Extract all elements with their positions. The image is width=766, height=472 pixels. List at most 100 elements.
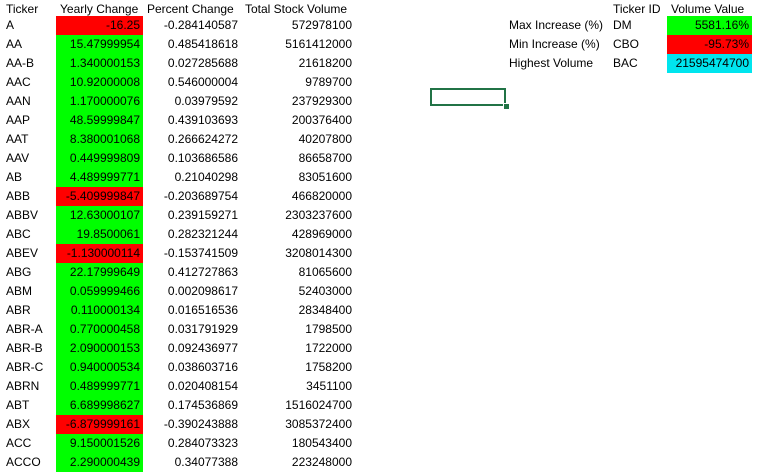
cell-ticker[interactable]: ABB [6,189,31,203]
cell-total-volume[interactable]: 428969000 [291,227,352,241]
cell-total-volume[interactable]: 1516024700 [285,398,352,412]
summary-label-min-increase[interactable]: Min Increase (%) [509,37,600,51]
cell-percent-change[interactable]: 0.284073323 [167,436,238,450]
cell-yearly-change[interactable]: 12.63000107 [56,206,143,225]
cell-yearly-change[interactable]: 0.059999466 [56,282,143,301]
cell-percent-change[interactable]: -0.153741509 [163,246,238,260]
header-total-stock-volume[interactable]: Total Stock Volume [245,2,348,16]
cell-percent-change[interactable]: 0.174536869 [167,398,238,412]
cell-total-volume[interactable]: 466820000 [291,189,352,203]
cell-total-volume[interactable]: 3451100 [306,379,352,393]
header-percent-change[interactable]: Percent Change [147,2,234,16]
cell-total-volume[interactable]: 3208014300 [285,246,352,260]
cell-total-volume[interactable]: 9789700 [305,75,352,89]
cell-percent-change[interactable]: 0.027285688 [167,56,238,70]
cell-total-volume[interactable]: 28348400 [298,303,352,317]
cell-percent-change[interactable]: 0.016516536 [167,303,238,317]
fill-handle[interactable] [503,103,510,110]
cell-yearly-change[interactable]: 4.489999771 [56,168,143,187]
cell-yearly-change[interactable]: 2.290000439 [56,453,143,472]
cell-percent-change[interactable]: -0.203689754 [163,189,238,203]
header-ticker[interactable]: Ticker [6,2,39,16]
summary-ticker-highest-volume[interactable]: BAC [613,56,638,70]
summary-value-max-increase[interactable]: 5581.16% [667,16,752,35]
cell-percent-change[interactable]: -0.284140587 [163,18,238,32]
cell-yearly-change[interactable]: 19.8500061 [56,225,143,244]
cell-ticker[interactable]: A [6,18,15,32]
cell-percent-change[interactable]: 0.103686586 [167,151,238,165]
cell-percent-change[interactable]: 0.485418618 [167,37,238,51]
cell-percent-change[interactable]: 0.03979592 [174,94,238,108]
cell-yearly-change[interactable]: 22.17999649 [56,263,143,282]
cell-total-volume[interactable]: 237929300 [291,94,352,108]
cell-yearly-change[interactable]: 9.150001526 [56,434,143,453]
cell-ticker[interactable]: AA [6,37,23,51]
cell-total-volume[interactable]: 40207800 [298,132,352,146]
cell-total-volume[interactable]: 1758200 [305,360,352,374]
cell-yearly-change[interactable]: -16.25 [56,16,143,35]
cell-ticker[interactable]: ABC [6,227,31,241]
header-volume-value[interactable]: Volume Value [671,2,745,16]
summary-label-highest-volume[interactable]: Highest Volume [509,56,594,70]
cell-yearly-change[interactable]: 0.449999809 [56,149,143,168]
cell-yearly-change[interactable]: 0.110000134 [56,301,143,320]
cell-yearly-change[interactable]: 8.380001068 [56,130,143,149]
cell-total-volume[interactable]: 21618200 [298,56,352,70]
cell-yearly-change[interactable]: -5.409999847 [56,187,143,206]
cell-yearly-change[interactable]: 0.770000458 [56,320,143,339]
cell-ticker[interactable]: ABG [6,265,32,279]
cell-yearly-change[interactable]: 48.59999847 [56,111,143,130]
cell-ticker[interactable]: ABEV [6,246,39,260]
cell-ticker[interactable]: ACC [6,436,32,450]
cell-ticker[interactable]: ABR-C [6,360,44,374]
cell-total-volume[interactable]: 1798500 [305,322,352,336]
cell-yearly-change[interactable]: 1.170000076 [56,92,143,111]
cell-yearly-change[interactable]: -1.130000114 [56,244,143,263]
cell-percent-change[interactable]: 0.020408154 [167,379,238,393]
cell-ticker[interactable]: ABR-B [6,341,43,355]
cell-yearly-change[interactable]: -6.879999161 [56,415,143,434]
cell-ticker[interactable]: ABRN [6,379,40,393]
cell-ticker[interactable]: ABR-A [6,322,43,336]
cell-percent-change[interactable]: 0.002098617 [167,284,238,298]
cell-yearly-change[interactable]: 0.489999771 [56,377,143,396]
cell-percent-change[interactable]: 0.282321244 [167,227,238,241]
summary-ticker-max-increase[interactable]: DM [613,18,632,32]
cell-total-volume[interactable]: 2303237600 [285,208,352,222]
cell-percent-change[interactable]: 0.239159271 [167,208,238,222]
cell-yearly-change[interactable]: 6.689998627 [56,396,143,415]
cell-ticker[interactable]: AA-B [6,56,35,70]
header-ticker-id[interactable]: Ticker ID [613,2,661,16]
cell-total-volume[interactable]: 1722000 [305,341,352,355]
cell-yearly-change[interactable]: 1.340000153 [56,54,143,73]
cell-total-volume[interactable]: 200376400 [291,113,352,127]
cell-ticker[interactable]: ABBV [6,208,39,222]
cell-percent-change[interactable]: 0.266624272 [167,132,238,146]
cell-percent-change[interactable]: 0.21040298 [174,170,238,184]
cell-percent-change[interactable]: 0.439103693 [167,113,238,127]
cell-total-volume[interactable]: 180543400 [291,436,352,450]
cell-ticker[interactable]: AAC [6,75,31,89]
cell-percent-change[interactable]: 0.038603716 [167,360,238,374]
cell-ticker[interactable]: AAV [6,151,30,165]
cell-total-volume[interactable]: 83051600 [298,170,352,184]
cell-ticker[interactable]: ACCO [6,455,41,469]
active-cell-selection[interactable] [430,88,506,106]
cell-ticker[interactable]: ABT [6,398,30,412]
cell-yearly-change[interactable]: 0.940000534 [56,358,143,377]
cell-total-volume[interactable]: 81065600 [298,265,352,279]
cell-total-volume[interactable]: 52403000 [298,284,352,298]
cell-yearly-change[interactable]: 10.92000008 [56,73,143,92]
cell-yearly-change[interactable]: 2.090000153 [56,339,143,358]
summary-ticker-min-increase[interactable]: CBO [613,37,640,51]
cell-total-volume[interactable]: 223248000 [291,455,352,469]
summary-value-highest-volume[interactable]: 21595474700 [667,54,752,73]
cell-total-volume[interactable]: 3085372400 [285,417,352,431]
cell-percent-change[interactable]: 0.031791929 [167,322,238,336]
cell-ticker[interactable]: AAN [6,94,31,108]
cell-ticker[interactable]: AAT [6,132,29,146]
cell-ticker[interactable]: AAP [6,113,31,127]
cell-ticker[interactable]: ABR [6,303,31,317]
cell-total-volume[interactable]: 86658700 [298,151,352,165]
